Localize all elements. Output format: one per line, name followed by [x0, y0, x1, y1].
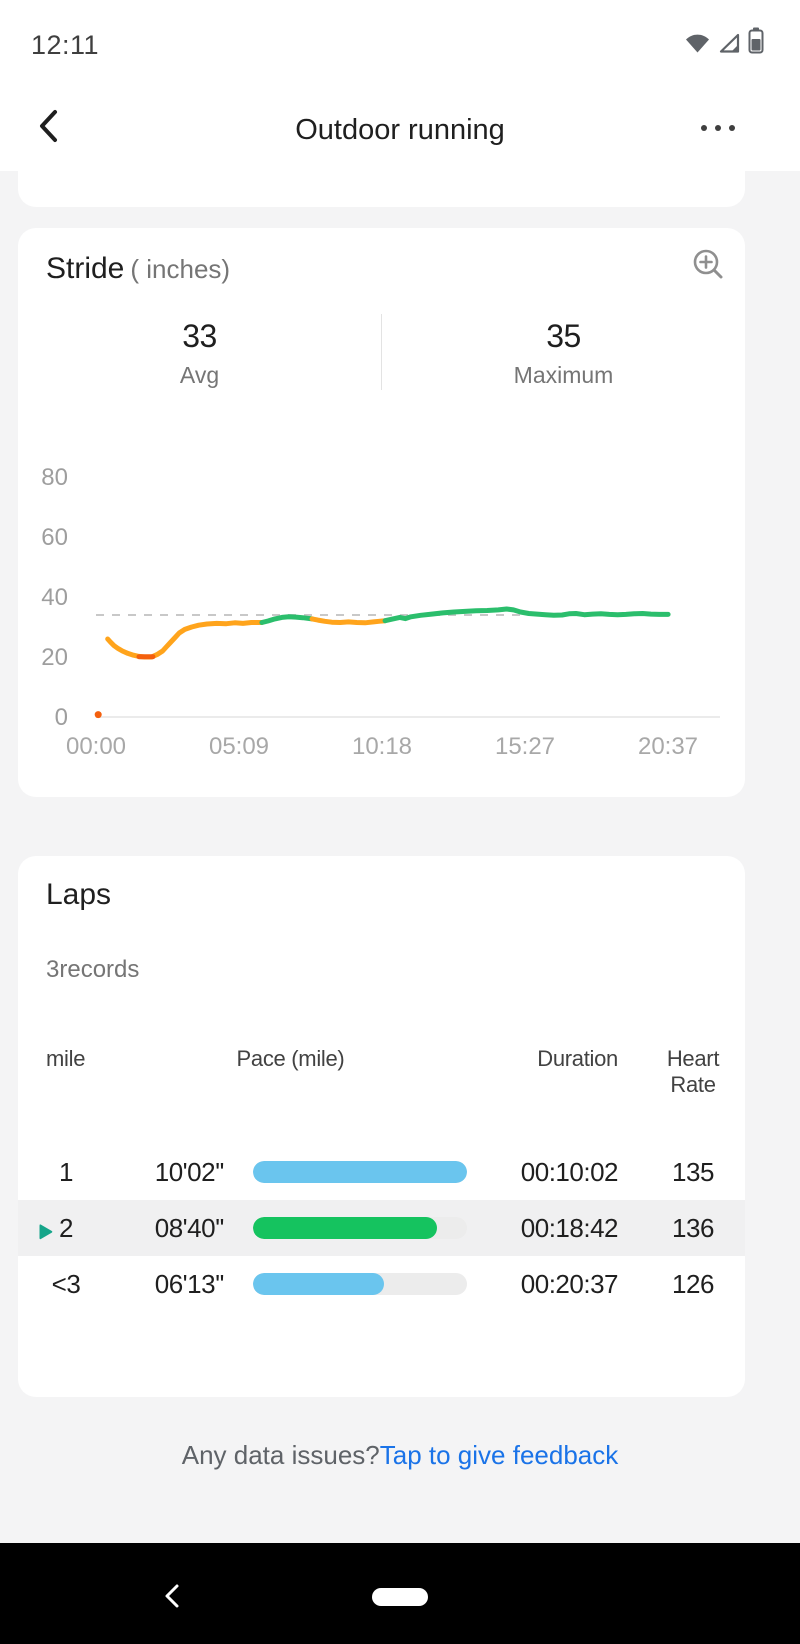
play-icon[interactable]: [35, 1218, 55, 1240]
nav-home-pill[interactable]: [372, 1588, 428, 1606]
stride-card-title: Stride: [46, 252, 125, 285]
status-time: 12:11: [31, 30, 100, 60]
svg-text:15:27: 15:27: [495, 733, 555, 760]
stride-card-header: Stride( inches): [18, 228, 745, 286]
nav-back-icon: [165, 1584, 179, 1608]
svg-text:40: 40: [41, 584, 68, 611]
lap-mile: <3: [51, 1268, 81, 1299]
stride-avg-stat: 33 Avg: [18, 316, 381, 388]
nav-back-button[interactable]: [160, 1583, 184, 1609]
lap-row-1[interactable]: 1 10'02'' 00:10:02 135: [18, 1144, 745, 1200]
lap-heart-rate: 135: [672, 1156, 714, 1187]
lap-row-2-selected[interactable]: 2 08'40'' 00:18:42 136: [18, 1200, 745, 1256]
pace-bar-fill: [253, 1217, 438, 1239]
status-bar: 12:11: [0, 0, 800, 90]
column-header-mile: mile: [46, 1046, 86, 1071]
app-bar: Outdoor running: [0, 90, 800, 171]
svg-text:00:00: 00:00: [66, 733, 126, 760]
more-dots-icon: [729, 125, 735, 131]
lap-row-3[interactable]: <3 06'13'' 00:20:37 126: [18, 1256, 745, 1312]
lap-heart-rate: 126: [672, 1268, 714, 1299]
lap-duration: 00:20:37: [520, 1268, 619, 1299]
laps-card: Laps 3records mile Pace (mile) Duration …: [18, 856, 745, 1397]
top-white-background: [0, 0, 800, 171]
more-dots-icon: [715, 125, 721, 131]
stride-card: Stride( inches) 33 Avg 35 Maximum 0 20 40 6…: [18, 228, 745, 797]
lap-mile: 2: [59, 1212, 73, 1243]
lap-heart-rate: 136: [672, 1212, 714, 1243]
laps-records-count: 3records: [46, 956, 140, 983]
stride-stats-row: 33 Avg 35 Maximum: [18, 314, 745, 390]
lap-pace: 08'40'': [154, 1212, 225, 1243]
stride-max-value: 35: [546, 318, 581, 354]
svg-text:05:09: 05:09: [209, 733, 269, 760]
stride-line-chart[interactable]: 0 20 40 60 80 00:00 05:09 10:18 15:27 20:37: [18, 440, 745, 770]
column-header-duration: Duration: [537, 1046, 618, 1071]
previous-card-bottom-edge: [18, 171, 745, 207]
svg-text:10:18: 10:18: [352, 733, 412, 760]
stride-avg-label: Avg: [179, 362, 220, 388]
column-header-pace: Pace (mile): [236, 1046, 345, 1071]
svg-text:60: 60: [41, 524, 68, 551]
stride-max-label: Maximum: [513, 362, 614, 388]
system-navigation-bar: [0, 1543, 800, 1644]
pace-bar-track: [253, 1273, 467, 1295]
lap-pace-bar: [253, 1273, 467, 1295]
lap-mile: 1: [59, 1156, 73, 1187]
laps-title: Laps: [46, 878, 112, 911]
stride-unit-label: ( inches): [130, 254, 231, 284]
svg-text:20: 20: [41, 644, 68, 671]
page-title: Outdoor running: [295, 114, 505, 146]
lap-duration: 00:18:42: [520, 1212, 619, 1243]
stride-max-stat: 35 Maximum: [382, 316, 745, 388]
back-arrow-icon: [40, 110, 57, 142]
lap-pace: 10'02'': [154, 1156, 225, 1187]
status-icons: [684, 27, 764, 59]
svg-text:0: 0: [55, 704, 68, 731]
feedback-row: Any data issues?Tap to give feedback: [0, 1435, 800, 1475]
magnifier-plus-icon: [693, 249, 723, 279]
lap-duration: 00:10:02: [520, 1156, 619, 1187]
svg-text:80: 80: [41, 464, 68, 491]
more-dots-icon: [701, 125, 707, 131]
feedback-question: Any data issues?: [181, 1440, 380, 1470]
lap-pace-bar: [253, 1161, 467, 1183]
pace-bar-track: [253, 1217, 467, 1239]
feedback-link[interactable]: Tap to give feedback: [379, 1440, 619, 1470]
lap-pace: 06'13'': [154, 1268, 225, 1299]
back-button[interactable]: [26, 104, 70, 148]
pace-bar-fill: [253, 1273, 384, 1295]
more-options-button[interactable]: [688, 108, 748, 148]
battery-icon: [748, 27, 764, 59]
pace-bar-track: [253, 1161, 467, 1183]
cell-signal-icon: [718, 32, 741, 59]
stats-divider: [381, 314, 382, 390]
wifi-icon: [684, 32, 711, 59]
column-header-heart-rate: Heart Rate: [666, 1046, 720, 1097]
lap-pace-bar: [253, 1217, 467, 1239]
laps-table-header: mile Pace (mile) Duration Heart Rate: [18, 1046, 745, 1098]
laps-table-body: 1 10'02'' 00:10:02 135 2 08'40'' 00:18:4…: [18, 1144, 745, 1312]
chart-zoom-button[interactable]: [691, 247, 725, 281]
svg-text:20:37: 20:37: [638, 733, 698, 760]
stride-avg-value: 33: [182, 318, 217, 354]
pace-bar-fill: [253, 1161, 467, 1183]
